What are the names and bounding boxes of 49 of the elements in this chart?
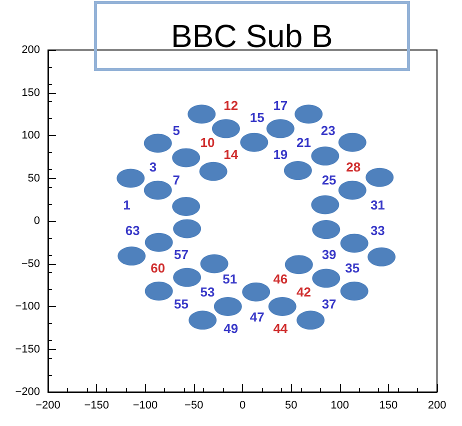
annotation: 25	[322, 172, 336, 188]
annotation: 46	[273, 272, 288, 287]
annotation: 7	[172, 172, 180, 188]
annotation: 42	[296, 284, 311, 300]
x-tick-label: 100	[330, 400, 349, 412]
annotation: 60	[150, 260, 166, 276]
x-tick-label: −200	[36, 400, 60, 412]
annotation: 44	[273, 321, 288, 336]
y-tick-label: 100	[22, 130, 40, 142]
y-tick-label: −100	[15, 300, 40, 312]
x-tick-label: −150	[84, 400, 110, 412]
x-tick-label: −50	[184, 400, 204, 412]
annotation: 19	[273, 146, 288, 162]
annotation: 33	[370, 222, 385, 238]
annotation: 3	[149, 160, 157, 175]
x-tick-label: 0	[239, 400, 246, 412]
y-tick-label: −200	[15, 386, 40, 398]
annotation: 23	[320, 122, 336, 138]
x-tick-label: 50	[285, 400, 298, 412]
x-tick-label: 150	[379, 400, 398, 412]
y-tick-label: 200	[22, 44, 40, 56]
annotation: 55	[174, 296, 188, 312]
annotation: 49	[224, 321, 238, 336]
annotation: 5	[172, 122, 180, 138]
annotation: 63	[125, 222, 140, 238]
x-tick-label: −100	[132, 400, 158, 412]
y-tick-label: −50	[21, 258, 40, 270]
annotation: 14	[224, 146, 239, 162]
y-tick-label: −150	[15, 343, 40, 356]
annotation: 17	[273, 98, 288, 114]
x-tick-label: 200	[428, 400, 446, 412]
y-tick-label: 150	[22, 86, 40, 99]
annotation: 31	[370, 197, 385, 212]
annotation: 57	[174, 246, 188, 262]
annotation: 10	[200, 134, 215, 150]
annotation: 1	[123, 197, 130, 212]
annotation: 12	[224, 98, 238, 114]
y-tick-label: 50	[28, 172, 40, 184]
annotation: 51	[222, 272, 238, 287]
chart-title: BBC Sub B	[171, 18, 333, 54]
y-tick-label: 0	[34, 215, 40, 227]
annotation: 21	[296, 134, 311, 150]
annotation: 15	[250, 110, 264, 126]
annotation: 35	[345, 260, 360, 276]
annotation: 39	[322, 246, 336, 262]
annotation: 37	[322, 296, 336, 312]
annotation: 47	[250, 309, 264, 324]
annotation: 53	[200, 284, 215, 300]
annotation: 28	[346, 160, 361, 175]
